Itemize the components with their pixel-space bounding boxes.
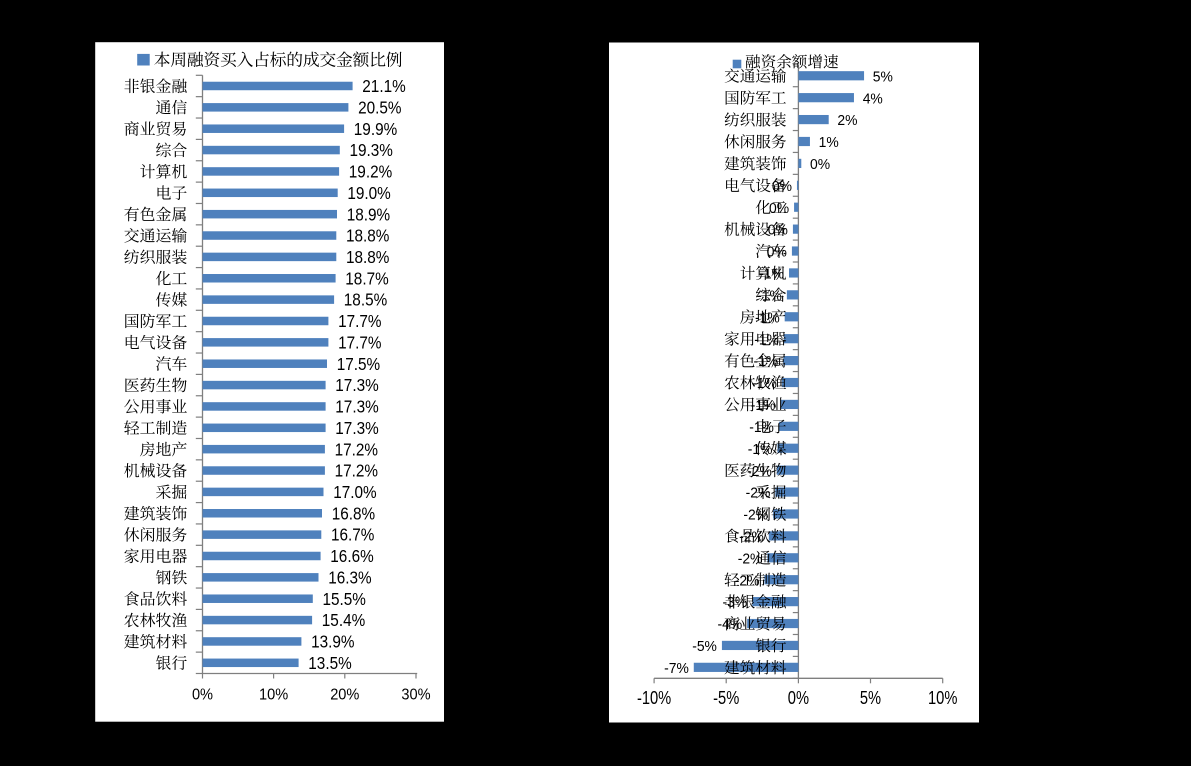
svg-text:4%: 4% [863, 90, 883, 107]
svg-text:17.3%: 17.3% [335, 375, 379, 395]
svg-text:0%: 0% [810, 156, 830, 173]
svg-text:-1%: -1% [754, 331, 779, 348]
svg-text:-7%: -7% [664, 660, 689, 677]
svg-text:19.9%: 19.9% [354, 119, 398, 139]
svg-text:-5%: -5% [692, 638, 717, 655]
svg-text:2%: 2% [837, 112, 857, 129]
svg-text:-1%: -1% [751, 397, 776, 414]
svg-text:17.3%: 17.3% [335, 418, 379, 438]
svg-text:-2%: -2% [738, 550, 763, 567]
svg-text:-1%: -1% [752, 375, 777, 392]
svg-text:0%: 0% [192, 687, 213, 704]
svg-text:-1%: -1% [757, 288, 782, 305]
svg-text:18.7%: 18.7% [345, 268, 389, 288]
svg-text:-1%: -1% [754, 353, 779, 370]
svg-text:5%: 5% [873, 68, 893, 85]
svg-text:18.8%: 18.8% [346, 226, 390, 246]
svg-text:21.1%: 21.1% [362, 76, 406, 96]
svg-text:30%: 30% [401, 687, 430, 704]
svg-text:5%: 5% [860, 687, 881, 708]
svg-text:18.9%: 18.9% [347, 204, 391, 224]
svg-text:13.9%: 13.9% [311, 632, 355, 652]
svg-text:10%: 10% [259, 687, 288, 704]
svg-text:17.5%: 17.5% [337, 354, 381, 374]
svg-text:13.5%: 13.5% [308, 653, 352, 673]
svg-text:19.3%: 19.3% [350, 140, 394, 160]
svg-text:0%: 0% [768, 222, 788, 239]
svg-text:-10%: -10% [637, 687, 671, 708]
svg-text:17.3%: 17.3% [335, 397, 379, 417]
svg-text:-4%: -4% [718, 616, 743, 633]
svg-text:20%: 20% [330, 687, 359, 704]
svg-text:0%: 0% [769, 200, 789, 217]
svg-text:15.4%: 15.4% [322, 610, 366, 630]
svg-text:17.7%: 17.7% [338, 333, 382, 353]
svg-text:0%: 0% [772, 178, 792, 195]
svg-text:16.7%: 16.7% [331, 525, 375, 545]
svg-text:1%: 1% [819, 134, 839, 151]
svg-text:15.5%: 15.5% [323, 589, 367, 609]
svg-text:19.2%: 19.2% [349, 162, 393, 182]
svg-text:-5%: -5% [713, 687, 739, 708]
svg-text:17.2%: 17.2% [335, 461, 379, 481]
svg-text:-2%: -2% [746, 485, 771, 502]
svg-text:16.6%: 16.6% [330, 546, 374, 566]
svg-text:20.5%: 20.5% [358, 97, 402, 117]
svg-text:17.2%: 17.2% [335, 439, 379, 459]
svg-text:-1%: -1% [749, 419, 774, 436]
svg-text:17.0%: 17.0% [333, 482, 377, 502]
svg-text:10%: 10% [928, 687, 957, 708]
svg-text:-3%: -3% [723, 594, 748, 611]
svg-text:0%: 0% [788, 687, 809, 708]
svg-text:16.8%: 16.8% [332, 503, 376, 523]
svg-text:0%: 0% [767, 244, 787, 261]
svg-text:-2%: -2% [735, 572, 760, 589]
svg-text:-1%: -1% [755, 309, 780, 326]
svg-text:-1%: -1% [759, 266, 784, 283]
svg-text:18.5%: 18.5% [344, 290, 388, 310]
svg-text:-2%: -2% [747, 463, 772, 480]
svg-text:16.3%: 16.3% [328, 568, 372, 588]
svg-text:17.7%: 17.7% [338, 311, 382, 331]
svg-text:-2%: -2% [739, 529, 764, 546]
svg-text:-1%: -1% [748, 441, 773, 458]
svg-text:19.0%: 19.0% [347, 183, 391, 203]
svg-text:18.8%: 18.8% [346, 247, 390, 267]
svg-text:-2%: -2% [743, 507, 768, 524]
